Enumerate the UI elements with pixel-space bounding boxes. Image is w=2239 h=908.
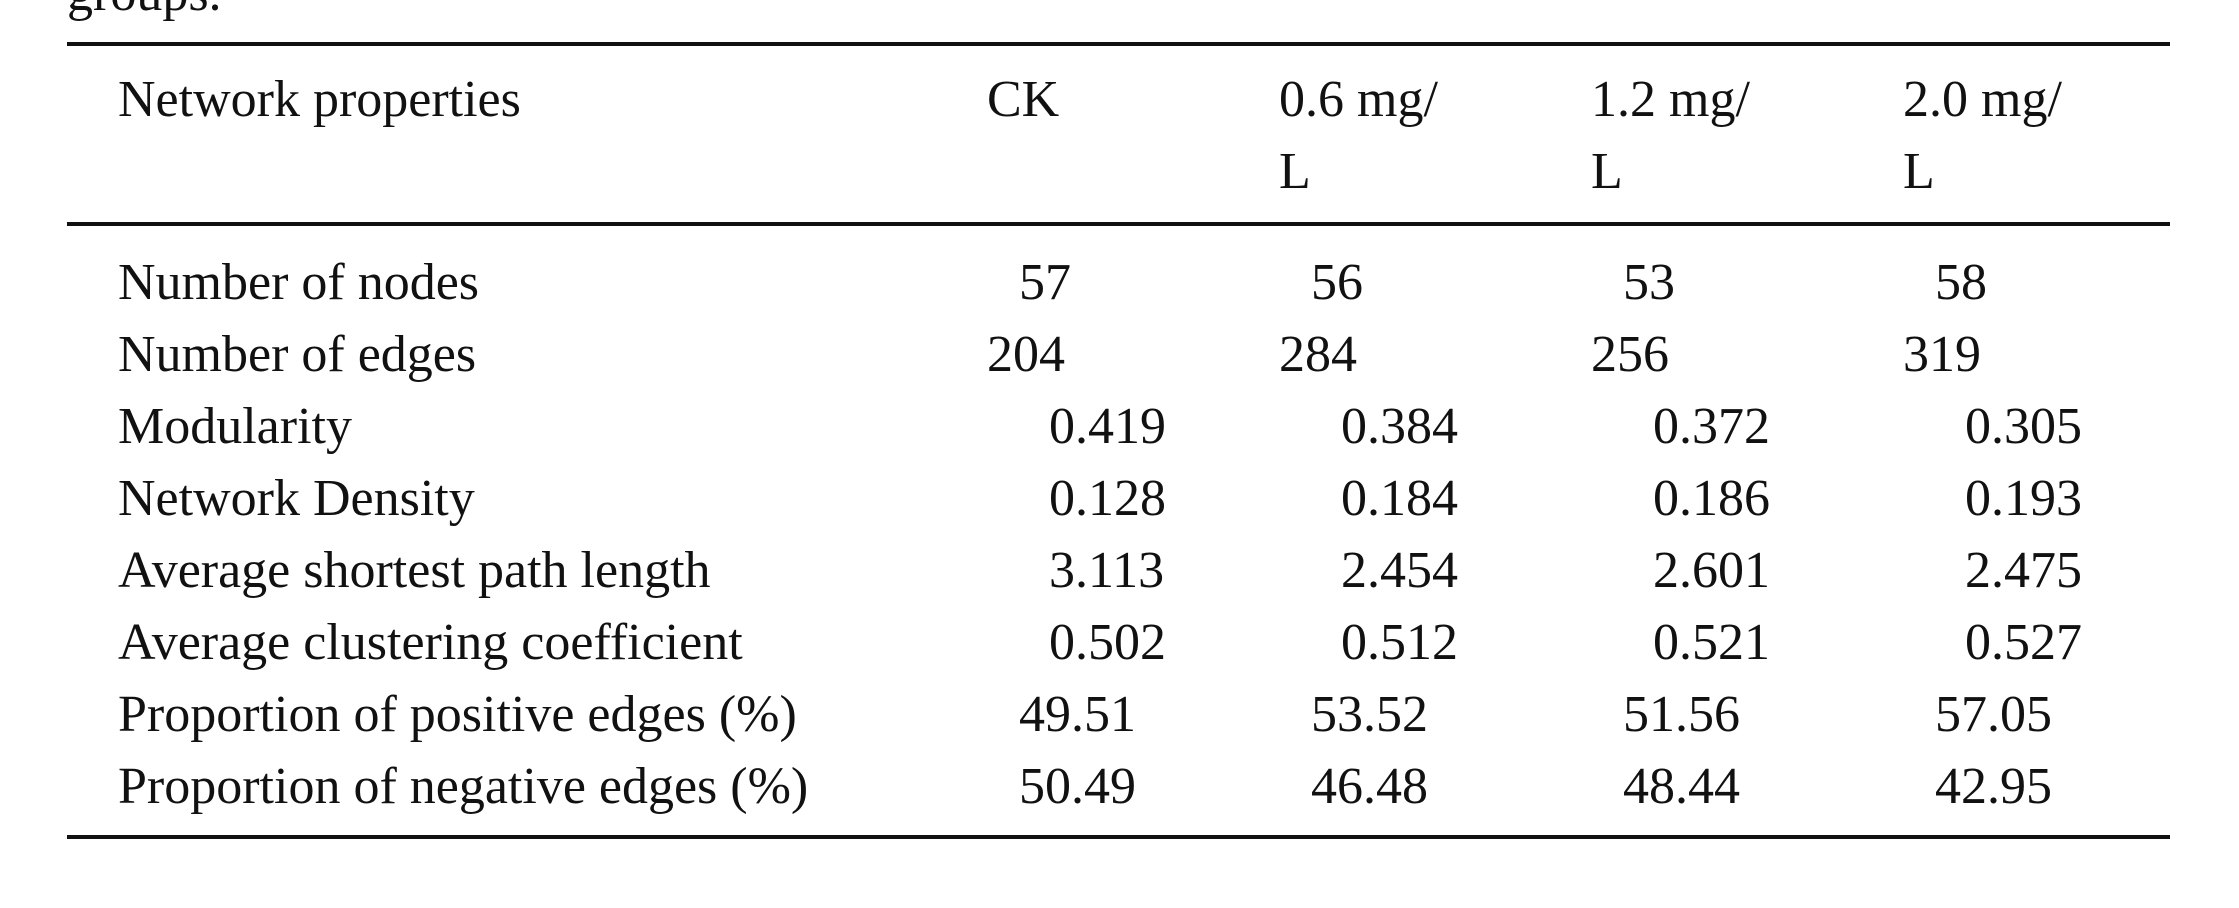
cell-value: 42.95 xyxy=(1935,758,2052,815)
cell-value: 2.454 xyxy=(1341,542,1458,599)
cell-value: 0.419 xyxy=(1049,398,1166,455)
cell-value: 0.384 xyxy=(1341,398,1458,455)
cell-value: 0.193 xyxy=(1965,470,2082,527)
cell-value: 2.601 xyxy=(1653,542,1770,599)
header-cell: 2.0 mg/L xyxy=(1903,71,2062,200)
bottom-rule xyxy=(67,835,2170,839)
caption-fragment: groups. xyxy=(67,0,222,30)
cell-value: 0.305 xyxy=(1965,398,2082,455)
cell-value: 0.502 xyxy=(1049,614,1166,671)
row-label: Proportion of positive edges (%) xyxy=(118,686,797,743)
cell-value: 0.521 xyxy=(1653,614,1770,671)
row-label: Number of nodes xyxy=(118,254,480,311)
row-label: Average clustering coefficient xyxy=(118,614,743,671)
cell-value: 2.475 xyxy=(1965,542,2082,599)
header-cell: CK xyxy=(987,71,1060,128)
row-label: Modularity xyxy=(118,398,352,455)
cell-value: 3.113 xyxy=(1049,542,1165,599)
top-rule xyxy=(67,42,2170,46)
cell-value: 319 xyxy=(1903,326,1981,383)
cell-value: 49.51 xyxy=(1019,686,1136,743)
row-label: Network Density xyxy=(118,470,475,527)
cell-value: 51.56 xyxy=(1623,686,1740,743)
row-label: Proportion of negative edges (%) xyxy=(118,758,809,815)
header-cell: 0.6 mg/L xyxy=(1279,71,1438,200)
cell-value: 57.05 xyxy=(1935,686,2052,743)
cell-value: 204 xyxy=(987,326,1065,383)
cell-value: 50.49 xyxy=(1019,758,1136,815)
cell-value: 0.372 xyxy=(1653,398,1770,455)
cell-value: 0.128 xyxy=(1049,470,1166,527)
cell-value: 46.48 xyxy=(1311,758,1428,815)
header-cell: Network properties xyxy=(118,71,521,128)
cell-value: 0.512 xyxy=(1341,614,1458,671)
cell-value: 53.52 xyxy=(1311,686,1428,743)
cell-value: 0.527 xyxy=(1965,614,2082,671)
row-label: Average shortest path length xyxy=(118,542,711,599)
cell-value: 256 xyxy=(1591,326,1669,383)
row-label: Number of edges xyxy=(118,326,477,383)
cell-value: 48.44 xyxy=(1623,758,1740,815)
cell-value: 0.184 xyxy=(1341,470,1458,527)
cell-value: 58 xyxy=(1935,254,1987,311)
cell-value: 56 xyxy=(1311,254,1363,311)
cell-value: 53 xyxy=(1623,254,1675,311)
cell-value: 0.186 xyxy=(1653,470,1770,527)
cell-value: 57 xyxy=(1019,254,1071,311)
header-rule xyxy=(67,222,2170,226)
cell-value: 284 xyxy=(1279,326,1357,383)
header-cell: 1.2 mg/L xyxy=(1591,71,1750,200)
